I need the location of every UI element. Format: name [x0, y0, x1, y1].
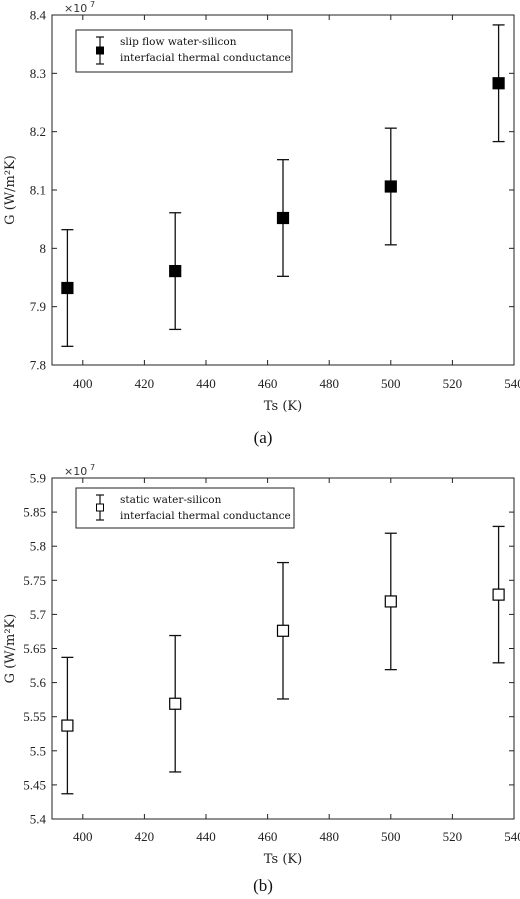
panel-caption: (a): [254, 428, 273, 447]
legend-text-line: interfacial thermal conductance: [120, 510, 291, 522]
y-multiplier-label: ×10: [64, 465, 87, 478]
y-tick-label: 8.2: [30, 124, 46, 139]
data-point-marker: [61, 719, 74, 732]
y-tick-label: 7.9: [30, 299, 46, 314]
x-tick-label: 540: [504, 376, 520, 391]
y-tick-label: 5.7: [30, 607, 47, 622]
data-point-marker: [61, 281, 74, 295]
legend-text-line: slip flow water-silicon: [120, 36, 237, 48]
y-tick-label: 5.45: [23, 777, 46, 792]
x-tick-label: 480: [319, 376, 339, 391]
x-tick-label: 400: [73, 376, 93, 391]
y-tick-label: 5.85: [23, 505, 46, 520]
legend: static water-silicon interfacial thermal …: [75, 487, 295, 529]
x-tick-label: 420: [135, 829, 155, 844]
data-point-marker: [169, 264, 182, 278]
x-tick-label: 460: [258, 376, 278, 391]
x-axis-label: Ts (K): [264, 852, 302, 867]
y-tick-label: 5.9: [30, 471, 46, 486]
data-point-marker: [276, 211, 290, 225]
chart-panel-b: 400 420 440 460 480 500 520 540 5.4 5.45 5.5 5.55 5.…: [3, 463, 520, 895]
y-tick-label: 8.4: [30, 8, 47, 23]
y-tick-label: 8.1: [30, 183, 46, 198]
x-tick-label: 440: [196, 376, 216, 391]
legend-box: [75, 487, 295, 529]
data-point-marker: [492, 77, 505, 90]
data-point-marker: [384, 595, 397, 608]
y-tick-label: 7.8: [30, 358, 46, 373]
data-point-marker: [384, 180, 397, 193]
y-multiplier-exponent: 7: [90, 0, 95, 9]
legend-text-line: static water-silicon: [120, 494, 222, 506]
data-point-marker: [492, 588, 505, 601]
legend-marker-icon: [96, 503, 104, 512]
x-axis-label: Ts (K): [264, 399, 302, 414]
legend-marker-icon: [96, 46, 104, 55]
y-tick-label: 5.8: [30, 539, 46, 554]
x-tick-label: 460: [258, 829, 278, 844]
legend-text-line: interfacial thermal conductance: [120, 52, 291, 64]
legend-box: [75, 29, 293, 73]
x-tick-label: 520: [443, 829, 463, 844]
x-tick-label: 480: [319, 829, 339, 844]
y-tick-label: 5.5: [30, 743, 46, 758]
y-tick-label: 8: [40, 241, 47, 256]
y-tick-label: 5.75: [23, 573, 46, 588]
x-tick-label: 520: [443, 376, 463, 391]
x-tick-label: 440: [196, 829, 216, 844]
x-tick-label: 400: [73, 829, 93, 844]
x-tick-label: 420: [135, 376, 155, 391]
y-tick-label: 8.3: [30, 66, 46, 81]
x-tick-label: 540: [504, 829, 520, 844]
y-multiplier-label: ×10: [64, 2, 87, 15]
y-axis-label: G (W/m²K): [3, 614, 18, 684]
y-tick-label: 5.4: [30, 812, 47, 827]
x-tick-label: 500: [381, 829, 401, 844]
y-tick-label: 5.55: [23, 709, 46, 724]
x-tick-label: 500: [381, 376, 401, 391]
data-point-marker: [169, 697, 182, 710]
chart-panel-a: 400 420 440 460 480 500 520 540 7.8 7.9 8 8.1 8.2 8.3…: [3, 0, 520, 447]
y-tick-label: 5.65: [23, 641, 46, 656]
legend: slip flow water-silicon interfacial therm…: [75, 29, 293, 73]
data-point-marker: [276, 624, 290, 637]
y-tick-label: 5.6: [30, 675, 47, 690]
y-axis-label: G (W/m²K): [3, 155, 18, 225]
panel-caption: (b): [253, 876, 273, 895]
y-multiplier-exponent: 7: [90, 463, 95, 472]
